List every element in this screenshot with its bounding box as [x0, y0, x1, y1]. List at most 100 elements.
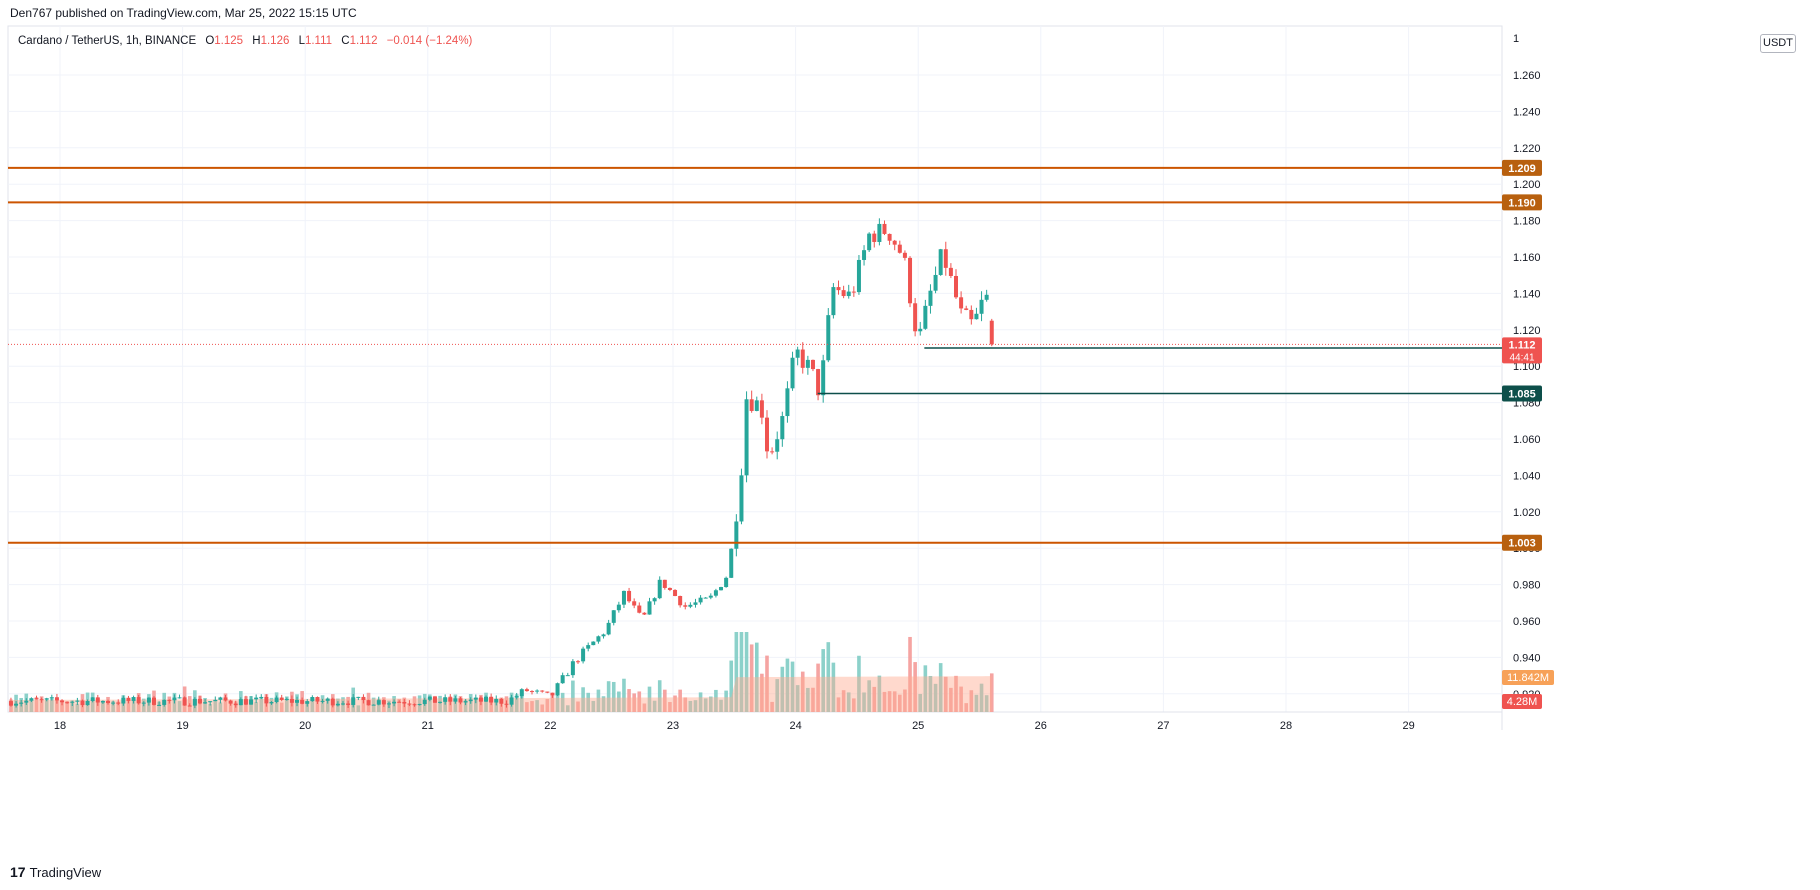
candle-body	[882, 223, 887, 234]
volume-bar	[259, 697, 264, 712]
volume-bar	[790, 661, 795, 712]
tradingview-logo[interactable]: 17 TradingView	[10, 864, 101, 880]
volume-bar	[816, 663, 820, 712]
volume-bar	[560, 692, 565, 712]
last-price-badge	[1502, 337, 1542, 364]
volume-bar	[841, 690, 846, 712]
volume-bar	[34, 697, 39, 712]
volume-bar	[744, 632, 749, 712]
volume-bar	[576, 701, 580, 712]
candle-body	[157, 704, 162, 706]
last-price-text: 1.112	[1509, 339, 1536, 351]
volume-bar	[50, 698, 54, 712]
x-tick-label: 26	[1035, 720, 1047, 732]
candle-body	[550, 692, 555, 696]
volume-ma-area	[10, 676, 992, 712]
candle-body	[856, 259, 861, 293]
high-label: H	[252, 35, 261, 47]
candle-body	[729, 548, 734, 578]
candle-body	[724, 577, 729, 588]
candle-body	[315, 697, 320, 702]
candle-body	[734, 521, 739, 549]
candle-body	[177, 697, 182, 699]
candle-body	[698, 597, 703, 603]
candle-body	[14, 703, 19, 706]
candle-body	[203, 702, 208, 704]
volume-bar	[933, 683, 938, 712]
candle-body	[284, 699, 289, 701]
candle-body	[300, 699, 305, 704]
volume-bar	[545, 699, 550, 712]
volume-bar	[908, 636, 912, 712]
candle-body	[90, 697, 95, 701]
candle-body	[657, 579, 662, 599]
volume-bar	[703, 698, 708, 712]
volume-bar	[657, 680, 662, 712]
candle-body	[514, 696, 519, 698]
volume-bar	[315, 699, 320, 712]
y-tick-label: 0.940	[1513, 652, 1541, 664]
candle-body	[984, 294, 989, 300]
volume-bar	[39, 696, 44, 712]
tv-logo-icon: 17	[10, 864, 26, 880]
volume-bar	[167, 696, 172, 712]
candle-body	[954, 275, 959, 298]
volume-bar	[857, 655, 861, 712]
y-tick-label: 1.100	[1513, 361, 1541, 373]
volume-bar	[903, 689, 907, 712]
candle-body	[872, 233, 877, 242]
volume-bar	[157, 701, 161, 712]
brand-name: TradingView	[29, 865, 102, 880]
candle-body	[197, 698, 202, 704]
ray-price-text: 1.085	[1508, 389, 1536, 401]
candle-body	[341, 703, 346, 705]
high-value: 1.126	[260, 35, 290, 47]
candle-body	[422, 699, 427, 705]
close-value: 1.112	[349, 35, 378, 47]
candle-body	[65, 702, 70, 704]
volume-bar	[279, 702, 284, 712]
close-label: C	[341, 35, 350, 47]
candle-body	[121, 697, 126, 704]
volume-bar	[407, 703, 412, 712]
candle-body	[356, 696, 361, 698]
volume-ma-text: 11.842M	[1507, 672, 1549, 684]
candle-body	[575, 661, 580, 663]
currency-unit-button[interactable]: USDT	[1760, 34, 1796, 53]
symbol-name[interactable]: Cardano / TetherUS, 1h, BINANCE	[18, 35, 197, 47]
candle-body	[759, 400, 764, 418]
volume-bar	[642, 703, 647, 712]
candle-body	[361, 696, 366, 701]
candle-body	[780, 416, 785, 440]
candle-body	[887, 233, 892, 241]
volume-bar	[959, 686, 963, 712]
volume-bar	[55, 699, 59, 712]
volume-bar	[101, 700, 105, 712]
candle-body	[632, 601, 637, 606]
volume-bar	[60, 701, 64, 712]
volume-bar	[928, 675, 933, 712]
candle-body	[974, 313, 979, 320]
candle-body	[565, 675, 570, 677]
open-label: O	[205, 35, 215, 47]
candle-body	[448, 697, 453, 702]
candle-body	[213, 699, 218, 702]
volume-bar	[463, 699, 468, 712]
candle-body	[504, 703, 509, 705]
volume-bar	[514, 694, 519, 712]
volume-bar	[29, 699, 34, 712]
volume-bar	[310, 698, 315, 712]
volume-bar	[254, 702, 258, 712]
volume-bar	[535, 700, 539, 712]
candle-body	[289, 699, 294, 703]
volume-bar	[632, 693, 636, 712]
candle-body	[688, 604, 693, 607]
volume-bar	[872, 686, 877, 712]
candle-body	[933, 274, 938, 291]
candle-body	[948, 267, 953, 276]
candle-body	[816, 369, 821, 396]
candle-body	[928, 290, 933, 306]
volume-bar	[438, 695, 442, 712]
volume-bar	[709, 696, 713, 712]
